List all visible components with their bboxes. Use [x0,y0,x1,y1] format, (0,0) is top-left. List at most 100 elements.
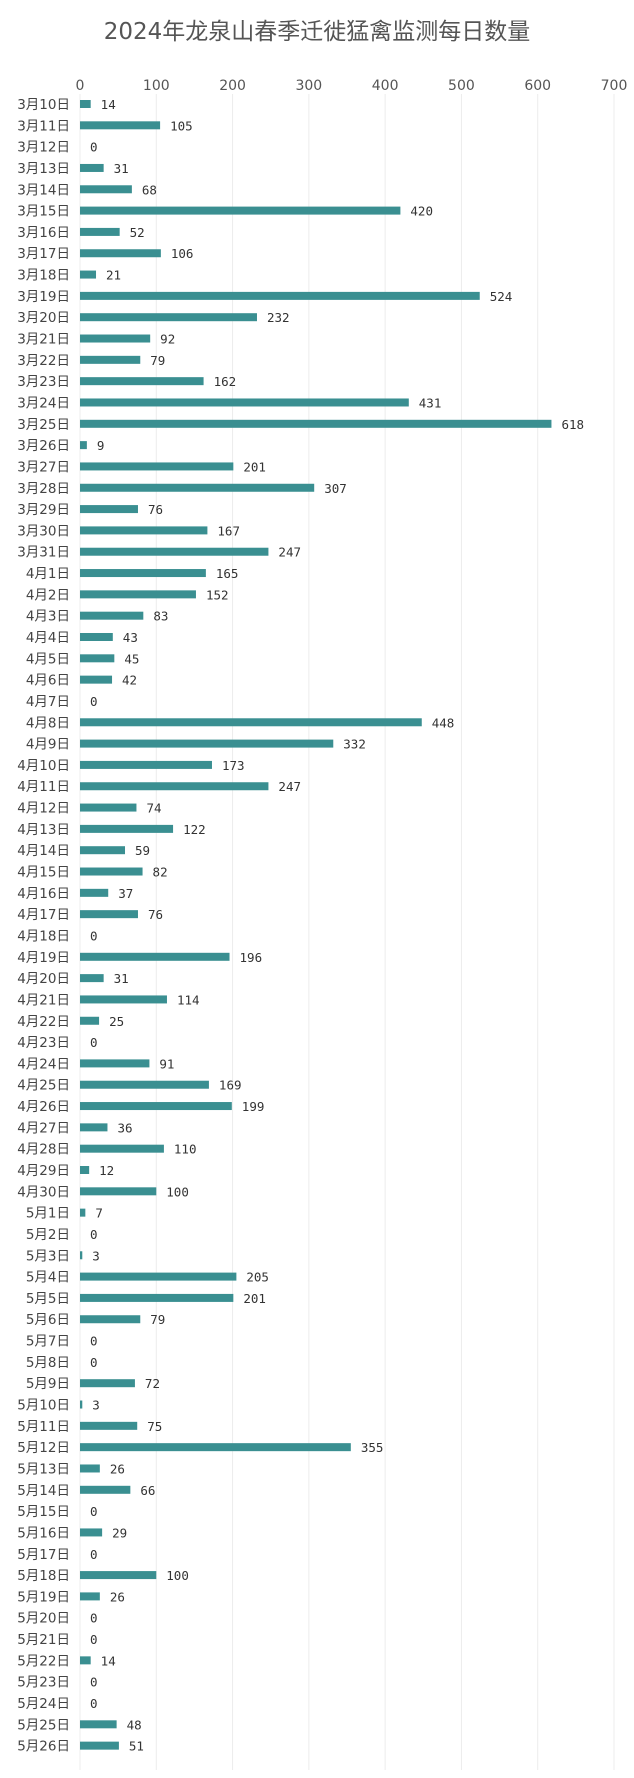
bar [80,1166,90,1174]
data-label: 114 [177,992,200,1007]
category-label: 4月17日 [17,907,70,923]
category-label: 4月25日 [17,1078,70,1094]
bar [80,1251,83,1260]
bars [80,100,552,1750]
data-label: 355 [361,1440,384,1455]
category-label: 4月8日 [26,715,70,731]
category-label: 4月24日 [17,1056,70,1072]
category-label: 4月19日 [17,950,70,966]
data-label: 45 [124,651,139,666]
bar [80,270,97,279]
bar [80,611,144,620]
bar [80,888,109,897]
category-label: 5月8日 [26,1355,70,1371]
category-label: 3月19日 [17,289,70,305]
data-label: 431 [419,395,442,410]
bar [80,483,315,492]
bar [80,1187,157,1196]
category-label: 3月31日 [17,545,70,561]
x-axis-ticks: 0 100 200 300 400 500 600 700 [76,78,628,94]
bar [80,760,212,769]
data-label: 74 [146,801,161,816]
category-label: 5月10日 [17,1398,70,1414]
bar [80,1485,131,1494]
data-label: 100 [166,1568,189,1583]
x-tick-label: 400 [372,78,399,94]
data-label: 110 [174,1142,197,1157]
x-tick-label: 0 [76,78,85,94]
data-label: 201 [243,459,266,474]
category-label: 5月25日 [17,1717,70,1733]
category-label: 5月4日 [26,1270,70,1286]
category-label: 4月16日 [17,886,70,902]
data-label: 162 [214,374,237,389]
data-label: 29 [112,1525,127,1540]
data-label: 0 [90,1611,98,1626]
category-label: 5月26日 [17,1739,70,1755]
bar [80,1144,164,1153]
data-label: 59 [135,843,150,858]
data-label: 524 [490,289,513,304]
category-label: 5月12日 [17,1440,70,1456]
bar [80,355,141,364]
bar [80,633,113,641]
data-label: 9 [97,438,105,453]
data-label: 42 [122,673,137,688]
data-label: 232 [267,310,290,325]
data-label: 173 [222,758,245,773]
category-label: 4月15日 [17,865,70,881]
bar [80,419,552,428]
category-label: 5月5日 [26,1291,70,1307]
category-label: 3月14日 [17,182,70,198]
bar [80,1464,100,1473]
data-label: 92 [160,332,175,347]
data-label: 152 [206,587,229,602]
bar [80,291,480,300]
bar [80,526,208,535]
data-label: 122 [183,822,206,837]
data-label: 72 [145,1376,160,1391]
category-label: 5月13日 [17,1461,70,1477]
category-label: 3月12日 [17,140,70,156]
data-label: 52 [130,225,145,240]
category-label: 3月27日 [17,459,70,475]
category-label: 3月17日 [17,246,70,262]
data-label: 43 [123,630,138,645]
data-label: 3 [92,1248,100,1263]
bar [80,121,161,130]
category-label: 5月11日 [17,1419,70,1435]
category-label: 3月22日 [17,353,70,369]
data-label: 0 [90,1227,98,1242]
data-label: 106 [171,246,194,261]
category-label: 5月9日 [26,1376,70,1392]
category-label: 4月23日 [17,1035,70,1051]
data-label: 83 [153,609,168,624]
data-label: 247 [278,545,301,560]
category-label: 4月20日 [17,971,70,987]
bar [80,718,422,727]
bar [80,462,234,471]
bar [80,910,138,919]
bar [80,1421,138,1430]
data-label: 25 [109,1014,124,1029]
data-label: 169 [219,1078,242,1093]
category-label: 3月28日 [17,481,70,497]
category-label: 3月30日 [17,523,70,539]
category-label: 4月3日 [26,609,70,625]
category-label: 4月13日 [17,822,70,838]
category-label: 4月2日 [26,587,70,603]
data-label: 3 [92,1398,100,1413]
category-label: 4月5日 [26,651,70,667]
category-label: 4月1日 [26,566,70,582]
bar [80,1379,135,1388]
data-label: 0 [90,1632,98,1647]
data-label: 196 [240,950,263,965]
bar [80,1293,234,1302]
category-label: 3月18日 [17,268,70,284]
data-label: 0 [90,1675,98,1690]
bar [80,1059,150,1068]
data-label: 79 [150,353,165,368]
category-label: 5月15日 [17,1504,70,1520]
category-label: 4月21日 [17,992,70,1008]
